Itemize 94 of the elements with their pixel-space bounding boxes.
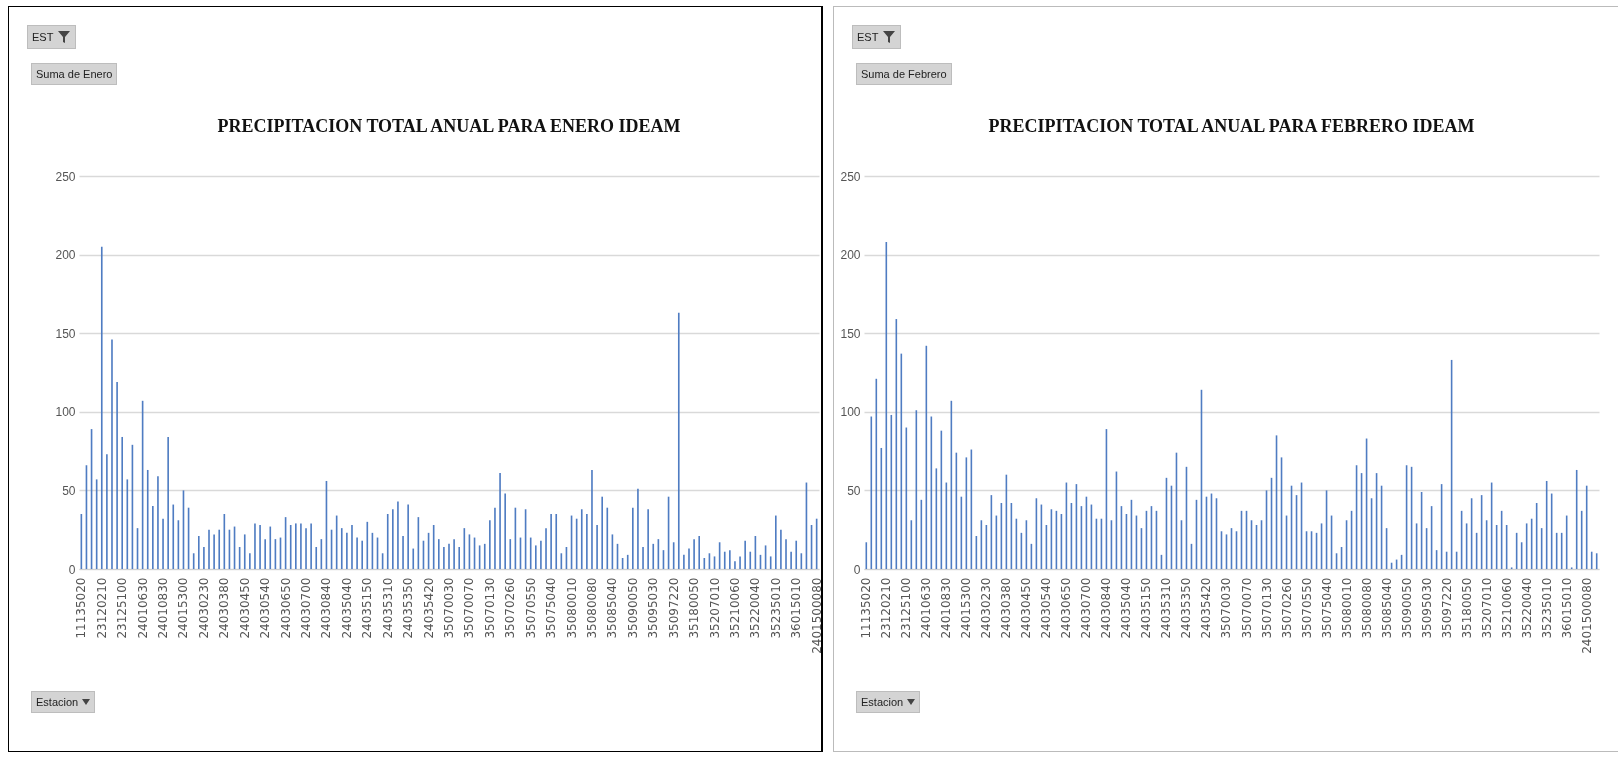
x-tick-label: 35097220 [666,577,681,639]
x-tick-label: 24035310 [380,577,395,639]
x-tick-label: 35070070 [462,577,477,639]
x-tick-label: 35207010 [1479,577,1494,639]
x-tick-label: 35210060 [1499,577,1514,639]
x-tick-label: 24035350 [1179,577,1194,639]
x-tick-label: 35070130 [482,577,497,639]
x-tick-label: 35095030 [1419,577,1434,639]
x-tick-label: 35220040 [1519,577,1534,639]
x-tick-label: 23125100 [115,577,130,639]
y-tick-label: 150 [840,326,861,341]
x-tick-label: 35180050 [687,577,702,639]
x-tick-label: 35090050 [1399,577,1414,639]
x-tick-label: 24010830 [156,577,171,639]
x-tick-label: 35070550 [1299,577,1314,639]
x-tick-label: 24010630 [919,577,934,639]
x-tick-label: 11135020 [859,577,874,639]
x-tick-label: 24035040 [1119,577,1134,639]
x-tick-label: 24035350 [401,577,416,639]
x-tick-label: 35070550 [523,577,538,639]
y-tick-label: 50 [62,483,76,498]
x-tick-label: 24035310 [1159,577,1174,639]
x-tick-label: 35080010 [1339,577,1354,639]
y-tick-label: 200 [55,248,76,263]
x-tick-label: 35080010 [564,577,579,639]
y-tick-label: 150 [55,326,76,341]
x-tick-label: 35180050 [1459,577,1474,639]
x-tick-label: 23120210 [94,577,109,639]
x-tick-label: 24030450 [1019,577,1034,639]
x-tick-label: 24030840 [319,577,334,639]
x-tick-label: 35220040 [748,577,763,639]
text: Estacion [861,696,904,708]
x-tick-label: 35070070 [1239,577,1254,639]
x-tick-label: 24035150 [360,577,375,639]
x-tick-label: 24035040 [339,577,354,639]
x-tick-label: 35075040 [1319,577,1334,639]
x-tick-label: 24015300 [959,577,974,639]
x-tick-label: 35080080 [1359,577,1374,639]
x-tick-label: 35070260 [1279,577,1294,639]
x-tick-label: 24030450 [237,577,252,639]
text: EST [857,31,879,43]
y-tick-label: 100 [840,405,861,420]
y-tick-label: 0 [68,562,76,577]
x-tick-label: 35075040 [544,577,559,639]
chart-title: PRECIPITACION TOTAL ANUAL PARA ENERO IDEAM [217,116,681,136]
x-tick-label: 35070030 [1219,577,1234,639]
text: Estacion [36,696,79,708]
y-tick-label: 200 [840,248,861,263]
x-tick-label: 36015010 [1559,577,1574,639]
x-tick-label: 24015300 [176,577,191,639]
x-tick-label: 24010630 [135,577,150,639]
text: Suma de Febrero [861,68,947,80]
x-tick-label: 24030700 [1079,577,1094,639]
x-tick-label: 35095030 [646,577,661,639]
x-tick-label: 23125100 [899,577,914,639]
y-tick-label: 100 [55,405,76,420]
x-tick-label: 24035420 [1199,577,1214,639]
x-tick-label: 35070130 [1259,577,1274,639]
x-tick-label: 23120210 [879,577,894,639]
x-tick-label: 24030840 [1099,577,1114,639]
x-tick-label: 24010830 [939,577,954,639]
y-tick-label: 250 [840,169,861,184]
x-tick-label: 24030380 [999,577,1014,639]
y-tick-label: 0 [853,562,861,577]
x-tick-label: 2401500080 [1579,577,1594,654]
x-tick-label: 35070260 [503,577,518,639]
x-tick-label: 35070030 [442,577,456,639]
x-tick-label: 2401500080 [809,577,824,654]
y-tick-label: 50 [847,483,861,498]
x-tick-label: 35210060 [727,577,742,639]
x-tick-label: 35085040 [1379,577,1394,639]
x-tick-label: 24030540 [258,577,273,639]
x-tick-label: 24035420 [421,577,436,639]
chart-title: PRECIPITACION TOTAL ANUAL PARA FEBRERO IDEAM [988,116,1475,136]
x-tick-label: 24030540 [1039,577,1054,639]
x-tick-label: 24030700 [299,577,314,639]
x-tick-label: 35235010 [1539,577,1554,639]
x-tick-label: 24030230 [979,577,994,639]
x-tick-label: 24030650 [1059,577,1074,639]
x-tick-label: 35090050 [625,577,640,639]
x-tick-label: 35080080 [584,577,599,639]
x-tick-label: 35235010 [768,577,783,639]
x-tick-label: 35085040 [605,577,620,639]
x-tick-label: 24030380 [217,577,232,639]
x-tick-label: 35097220 [1439,577,1454,639]
x-tick-label: 36015010 [789,577,804,639]
x-tick-label: 24030650 [278,577,293,639]
x-tick-label: 24035150 [1139,577,1154,639]
x-tick-label: 11135020 [74,577,89,639]
text: EST [32,31,54,43]
text: Suma de Enero [36,68,113,80]
y-tick-label: 250 [55,169,76,184]
x-tick-label: 35207010 [707,577,722,639]
x-tick-label: 24030230 [196,577,211,639]
